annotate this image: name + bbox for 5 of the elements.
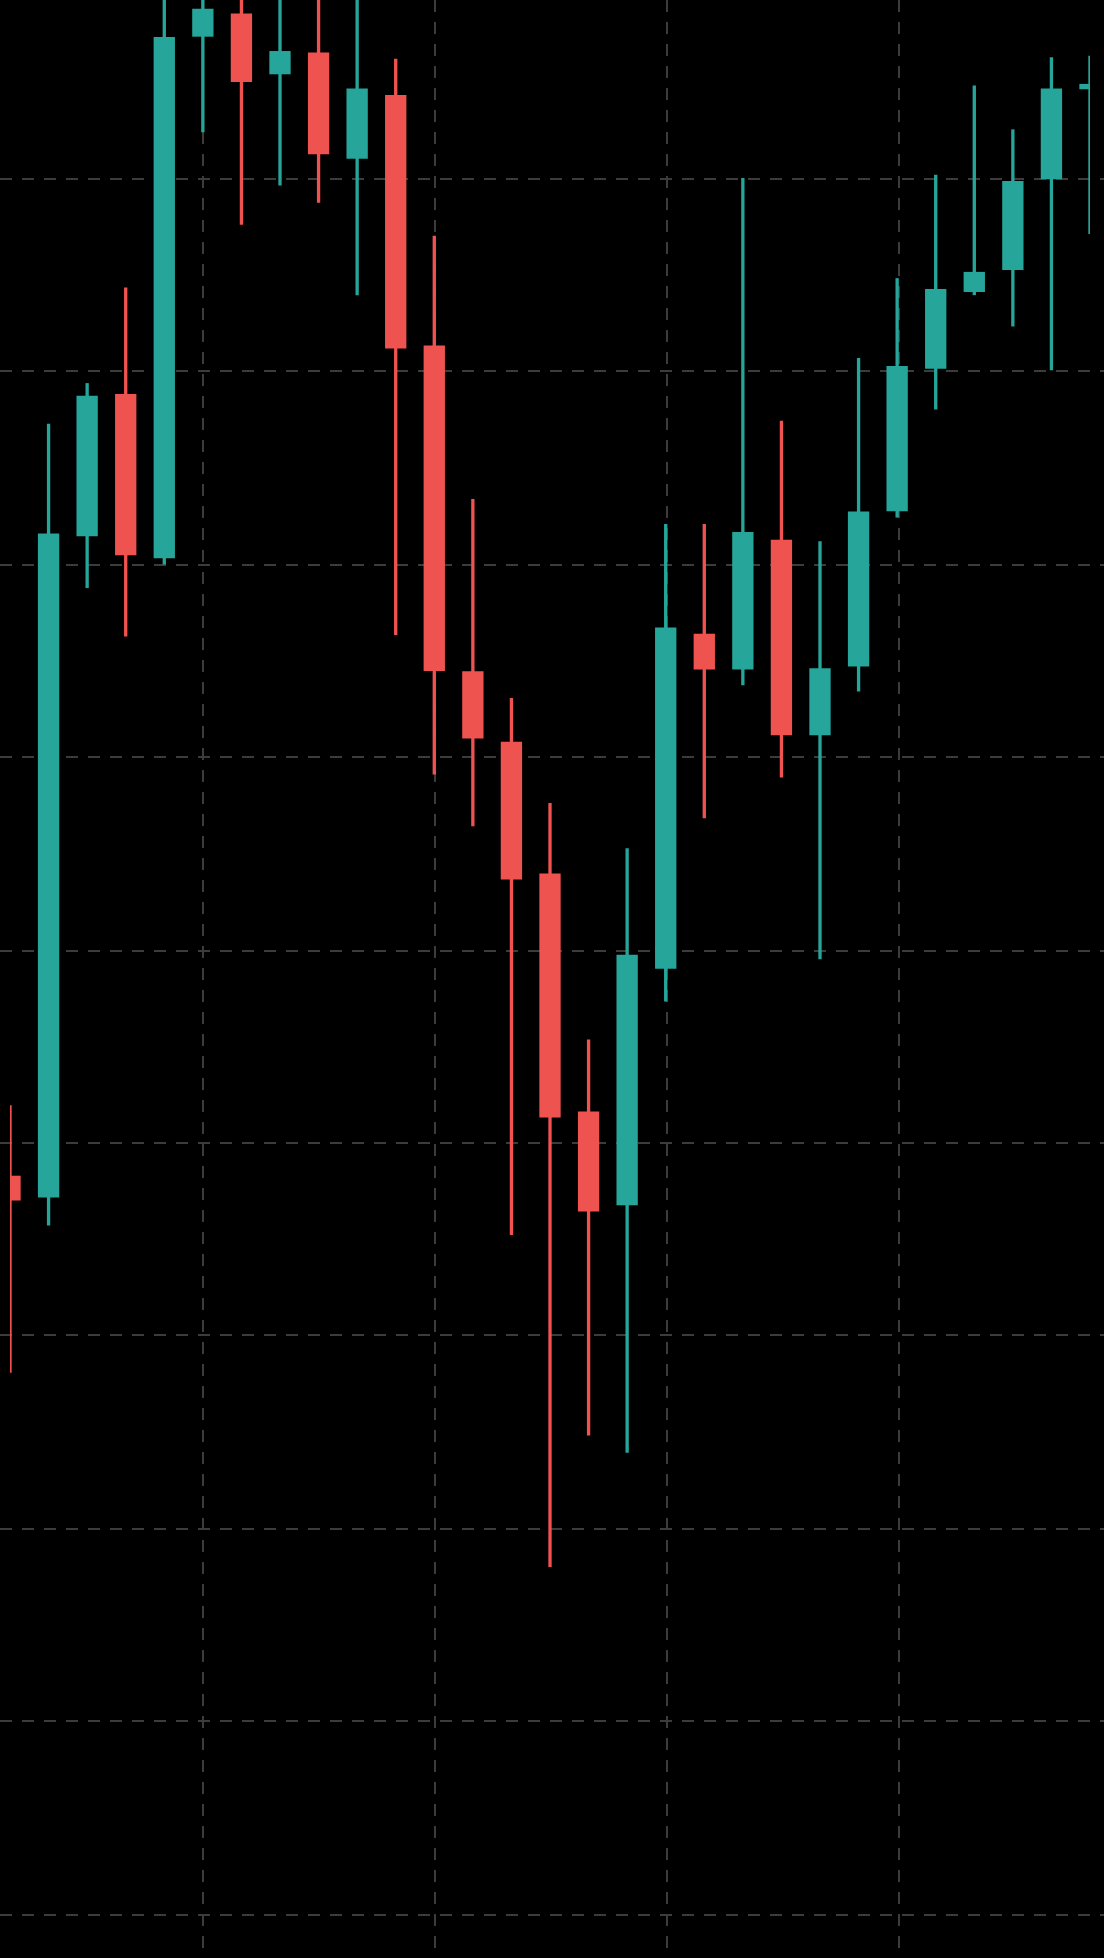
candlestick bbox=[809, 541, 831, 960]
candlestick bbox=[192, 0, 214, 133]
candlestick bbox=[462, 499, 484, 827]
candlestick bbox=[346, 0, 368, 296]
candlestick bbox=[269, 0, 291, 186]
